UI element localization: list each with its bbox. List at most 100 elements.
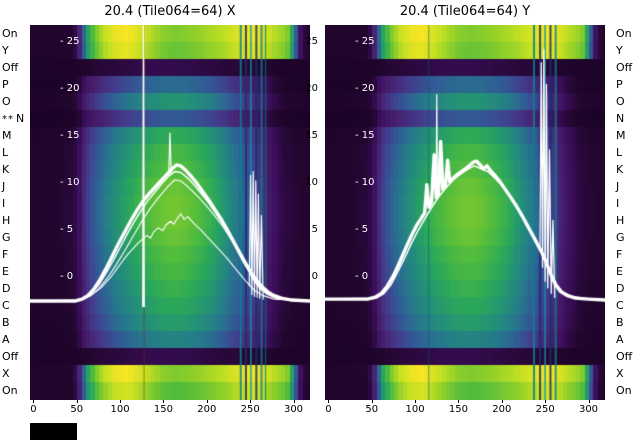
x-tick-y-300: 300 bbox=[578, 404, 599, 415]
row-label-left-off-2: Off bbox=[2, 61, 18, 74]
row-label-text: P bbox=[616, 77, 623, 91]
y-tick-inner-y-10: - 10 bbox=[355, 176, 375, 188]
row-label-text: A bbox=[616, 333, 624, 347]
row-label-text: F bbox=[2, 248, 9, 262]
x-tick-y-0: 0 bbox=[325, 404, 332, 415]
x-tick-y-50: 50 bbox=[365, 404, 379, 415]
row-label-left-g-12: G bbox=[2, 231, 11, 244]
row-label-left-m-6: M bbox=[2, 129, 12, 142]
row-label-right-b-17: B bbox=[616, 316, 624, 329]
y-tick-inner-y-5: - 5 bbox=[355, 223, 369, 235]
row-label-text: H bbox=[2, 214, 11, 228]
x-tickmark bbox=[33, 400, 35, 403]
row-label-text: K bbox=[2, 162, 10, 176]
selected-row-marker: ** bbox=[2, 113, 14, 125]
row-label-text: D bbox=[616, 282, 625, 296]
x-tickmark bbox=[293, 400, 295, 403]
row-label-text: J bbox=[616, 179, 620, 193]
row-label-left-a-18: A bbox=[2, 333, 10, 346]
y-tick-inner-x-15: - 15 bbox=[60, 129, 80, 141]
row-label-right-d-15: D bbox=[616, 282, 624, 295]
x-tick-y-100: 100 bbox=[405, 404, 425, 415]
row-label-text: E bbox=[2, 265, 9, 279]
row-label-left-p-3: P bbox=[2, 78, 9, 91]
row-label-text: X bbox=[616, 367, 624, 381]
heatmap-panel-y bbox=[325, 25, 605, 400]
row-label-text: N bbox=[16, 111, 25, 125]
row-label-left-x-20: X bbox=[2, 367, 10, 380]
row-label-text: E bbox=[616, 265, 623, 279]
y-tick-inner-x-0: - 0 bbox=[60, 270, 74, 282]
row-label-text: Off bbox=[2, 60, 19, 74]
row-label-text: On bbox=[2, 384, 18, 398]
y-tick-inner-x-25: - 25 bbox=[60, 36, 80, 48]
row-label-right-e-14: E bbox=[616, 265, 623, 278]
row-label-text: L bbox=[2, 145, 9, 159]
x-tickmark bbox=[458, 400, 460, 403]
y-tick-mid-0: 0 bbox=[311, 270, 318, 282]
x-tickmark bbox=[588, 400, 590, 403]
row-label-left-y-1: Y bbox=[2, 44, 9, 57]
y-tick-mid-10: 10 bbox=[305, 176, 318, 188]
row-label-text: On bbox=[616, 384, 632, 398]
x-tick-y-150: 150 bbox=[448, 404, 468, 415]
x-tick-x-0: 0 bbox=[30, 404, 37, 415]
x-tickmark bbox=[163, 400, 165, 403]
row-label-right-j-9: J bbox=[616, 180, 619, 193]
row-label-text: O bbox=[2, 94, 11, 108]
row-label-left-d-15: D bbox=[2, 282, 10, 295]
row-label-right-l-7: L bbox=[616, 146, 622, 159]
row-label-text: F bbox=[616, 248, 623, 262]
row-label-left-e-14: E bbox=[2, 265, 9, 278]
x-tickmark bbox=[206, 400, 208, 403]
x-tick-y-200: 200 bbox=[492, 404, 512, 415]
y-tick-mid-20: 20 bbox=[305, 83, 318, 94]
row-label-right-c-16: C bbox=[616, 299, 624, 312]
x-tick-x-150: 150 bbox=[153, 404, 173, 415]
row-label-text: O bbox=[616, 94, 625, 108]
row-label-text: N bbox=[616, 111, 625, 125]
row-label-text: C bbox=[2, 299, 10, 313]
row-label-left-b-17: B bbox=[2, 316, 10, 329]
row-label-text: On bbox=[2, 26, 18, 40]
row-label-text: Y bbox=[616, 43, 623, 57]
row-label-text: P bbox=[2, 77, 9, 91]
row-label-left-n-5: ** N bbox=[2, 112, 24, 126]
bottom-left-black-box bbox=[30, 423, 77, 440]
row-label-text: G bbox=[616, 231, 625, 245]
row-label-text: L bbox=[616, 145, 623, 159]
y-tick-inner-y-20: - 20 bbox=[355, 83, 375, 94]
row-label-text: B bbox=[2, 316, 10, 330]
row-label-text: Off bbox=[2, 350, 19, 364]
y-tick-inner-y-15: - 15 bbox=[355, 129, 375, 141]
row-label-right-on-21: On bbox=[616, 384, 632, 397]
row-label-right-h-11: H bbox=[616, 214, 624, 227]
y-tick-inner-y-25: - 25 bbox=[355, 36, 375, 48]
row-label-left-o-4: O bbox=[2, 95, 11, 108]
x-tickmark bbox=[328, 400, 330, 403]
panel-y-title: 20.4 (Tile064=64) Y bbox=[399, 4, 531, 19]
row-label-right-i-10: I bbox=[616, 197, 619, 210]
x-tickmark bbox=[545, 400, 547, 403]
row-label-right-off-19: Off bbox=[616, 350, 632, 363]
x-tickmark bbox=[501, 400, 503, 403]
row-label-right-p-3: P bbox=[616, 78, 623, 91]
row-label-text: M bbox=[2, 128, 12, 142]
row-label-left-i-10: I bbox=[2, 197, 5, 210]
x-tick-x-50: 50 bbox=[70, 404, 84, 415]
x-tick-x-300: 300 bbox=[283, 404, 304, 415]
row-label-text: K bbox=[616, 162, 624, 176]
row-label-right-f-13: F bbox=[616, 248, 622, 261]
row-label-text: Off bbox=[616, 60, 633, 74]
row-label-right-x-20: X bbox=[616, 367, 624, 380]
y-tick-inner-y-0: - 0 bbox=[355, 270, 369, 282]
x-tick-y-250: 250 bbox=[535, 404, 555, 415]
x-tickmark bbox=[120, 400, 122, 403]
y-tick-inner-x-5: - 5 bbox=[60, 223, 74, 235]
row-label-right-o-4: O bbox=[616, 95, 625, 108]
row-label-right-n-5: N bbox=[616, 112, 624, 125]
row-label-text: C bbox=[616, 299, 624, 313]
row-label-right-on-0: On bbox=[616, 27, 632, 40]
row-label-left-on-0: On bbox=[2, 27, 18, 40]
